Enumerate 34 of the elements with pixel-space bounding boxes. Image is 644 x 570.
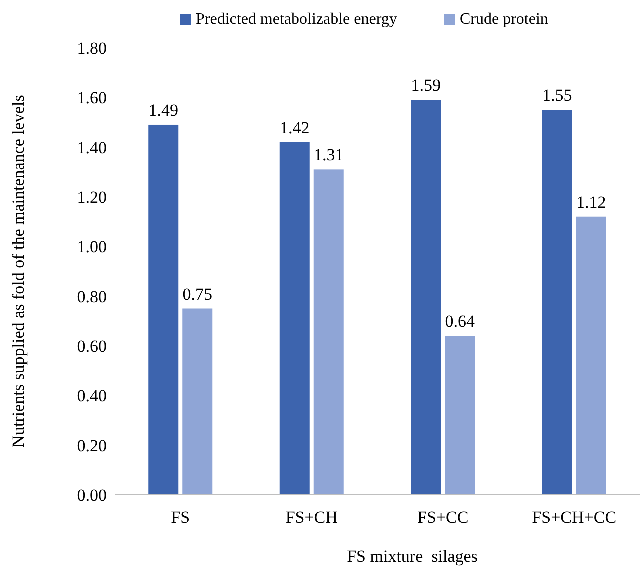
y-tick-label: 0.20 xyxy=(77,436,107,456)
x-tick-label: FS+CH+CC xyxy=(532,508,617,527)
bar xyxy=(445,336,476,495)
data-label: 0.64 xyxy=(445,312,476,332)
legend-label: Crude protein xyxy=(460,11,548,28)
x-tick-label: FS+CH xyxy=(286,508,338,527)
bar xyxy=(411,100,442,495)
data-label: 1.49 xyxy=(148,100,178,120)
y-tick-label: 0.60 xyxy=(77,336,107,356)
data-label: 1.42 xyxy=(280,118,310,138)
bar xyxy=(314,170,344,495)
data-label: 1.55 xyxy=(542,86,572,106)
y-tick-label: 1.60 xyxy=(77,88,107,108)
bar xyxy=(280,142,310,495)
y-tick-label: 1.80 xyxy=(77,38,107,58)
y-tick-label: 1.00 xyxy=(77,238,107,257)
data-label: 1.31 xyxy=(314,146,344,165)
bar xyxy=(542,110,572,495)
y-tick-label: 0.40 xyxy=(77,386,107,406)
y-axis-title: Nutrients supplied as fold of the maintenance levels xyxy=(9,95,28,448)
data-label: 0.75 xyxy=(182,284,212,304)
legend-label: Predicted metabolizable energy xyxy=(196,11,398,28)
y-tick-label: 1.20 xyxy=(77,188,107,207)
x-tick-label: FS xyxy=(171,508,190,527)
data-label: 1.12 xyxy=(576,192,606,212)
x-axis-title: FS mixture silages xyxy=(347,547,478,566)
data-label: 1.59 xyxy=(411,76,441,96)
y-tick-label: 0.00 xyxy=(77,486,107,505)
bar xyxy=(182,308,213,495)
x-tick-label: FS+CC xyxy=(418,508,469,527)
bar xyxy=(576,216,606,495)
y-tick-label: 1.40 xyxy=(77,138,107,158)
bar xyxy=(148,124,179,495)
y-tick-label: 0.80 xyxy=(77,287,107,306)
